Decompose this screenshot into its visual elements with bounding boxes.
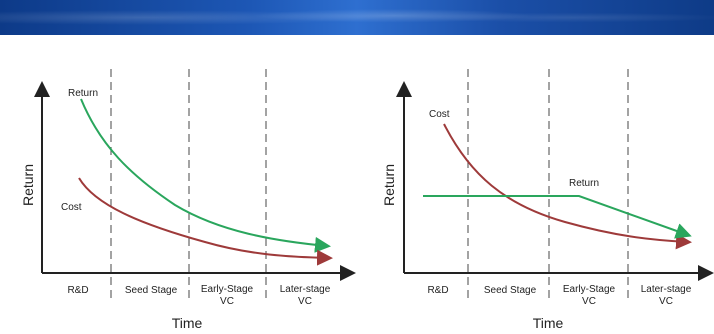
stage-later-line1: Later-stage xyxy=(641,284,692,295)
cost-curve xyxy=(443,123,692,250)
x-axis-label: Time xyxy=(533,315,564,331)
cost-label: Cost xyxy=(61,202,82,213)
return-curve xyxy=(423,195,692,239)
stage-seed: Seed Stage xyxy=(125,285,178,296)
y-axis-label: Return xyxy=(381,164,397,206)
diagram-left: Return Cost Return Time R&D Seed Stage E… xyxy=(20,69,356,331)
stage-later-line2: VC xyxy=(298,296,312,307)
stage-early-line1: Early-Stage xyxy=(201,284,254,295)
cost-curve xyxy=(78,177,333,266)
stage-early-line2: VC xyxy=(220,296,234,307)
cost-label: Cost xyxy=(429,109,450,120)
stage-rd: R&D xyxy=(67,285,88,296)
return-label: Return xyxy=(68,88,98,99)
stage-early-line2: VC xyxy=(582,296,596,307)
stage-rd: R&D xyxy=(427,285,448,296)
diagram-right: Cost Return Return Time R&D Seed Stage E… xyxy=(381,69,714,331)
return-label: Return xyxy=(569,178,599,189)
x-axis-label: Time xyxy=(172,315,203,331)
stage-later-line1: Later-stage xyxy=(280,284,331,295)
stage-later-line2: VC xyxy=(659,296,673,307)
return-curve xyxy=(80,98,331,253)
stage-seed: Seed Stage xyxy=(484,285,537,296)
y-axis-label: Return xyxy=(20,164,36,206)
header-banner xyxy=(0,0,714,35)
stage-early-line1: Early-Stage xyxy=(563,284,616,295)
